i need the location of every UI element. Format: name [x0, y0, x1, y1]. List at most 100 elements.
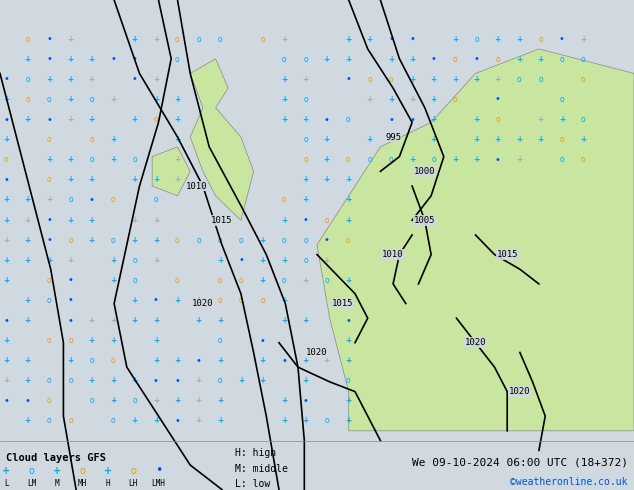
Text: +: + — [25, 55, 31, 64]
Text: o: o — [68, 336, 73, 345]
Text: +: + — [67, 155, 74, 164]
Text: +: + — [302, 376, 309, 385]
Text: o: o — [25, 95, 30, 104]
Text: +: + — [3, 356, 10, 365]
Text: o: o — [217, 296, 223, 305]
Text: 1000: 1000 — [414, 167, 436, 176]
Text: +: + — [281, 296, 287, 305]
Text: o: o — [68, 236, 73, 245]
Text: +: + — [559, 115, 565, 124]
Text: +: + — [131, 316, 138, 325]
Text: o: o — [367, 75, 372, 84]
Text: o: o — [496, 55, 500, 64]
Text: +: + — [3, 196, 10, 204]
Text: •: • — [153, 376, 159, 386]
Text: MH: MH — [78, 479, 87, 488]
Text: •: • — [132, 74, 138, 84]
Text: •: • — [410, 115, 415, 124]
Text: +: + — [260, 356, 266, 365]
Text: •: • — [89, 195, 94, 205]
Text: +: + — [388, 95, 394, 104]
Text: 1005: 1005 — [414, 216, 436, 225]
Text: +: + — [366, 35, 373, 44]
Text: +: + — [430, 75, 437, 84]
Text: o: o — [89, 95, 94, 104]
Text: •: • — [46, 215, 52, 225]
Text: o: o — [133, 256, 137, 265]
Text: +: + — [174, 115, 181, 124]
Text: o: o — [89, 135, 94, 144]
Text: 1010: 1010 — [186, 181, 207, 191]
Text: +: + — [324, 256, 330, 265]
Text: •: • — [430, 54, 437, 64]
Text: o: o — [303, 135, 307, 144]
Text: +: + — [281, 416, 287, 425]
Text: +: + — [67, 55, 74, 64]
Text: o: o — [239, 276, 243, 285]
Text: +: + — [345, 175, 351, 184]
Text: o: o — [47, 416, 51, 425]
Text: +: + — [409, 55, 415, 64]
Text: LH: LH — [129, 479, 138, 488]
Text: •: • — [474, 54, 479, 64]
Text: o: o — [346, 115, 351, 124]
Text: +: + — [89, 376, 95, 385]
Text: o: o — [133, 396, 137, 405]
Text: o: o — [133, 276, 137, 285]
Text: +: + — [516, 35, 522, 44]
Text: o: o — [47, 175, 51, 184]
Text: +: + — [25, 376, 31, 385]
Text: +: + — [174, 155, 181, 164]
Text: +: + — [89, 236, 95, 245]
Text: +: + — [281, 216, 287, 224]
Text: +: + — [110, 336, 116, 345]
Text: +: + — [302, 356, 309, 365]
Text: o: o — [560, 155, 564, 164]
Polygon shape — [317, 49, 634, 431]
Text: o: o — [47, 336, 51, 345]
Text: o: o — [89, 396, 94, 405]
Text: o: o — [346, 376, 351, 385]
Text: •: • — [3, 74, 10, 84]
Text: o: o — [474, 35, 479, 44]
Text: +: + — [3, 95, 10, 104]
Text: •: • — [67, 316, 74, 325]
Text: o: o — [239, 296, 243, 305]
Text: o: o — [453, 95, 457, 104]
Text: o: o — [453, 55, 457, 64]
Text: •: • — [281, 356, 287, 366]
Text: +: + — [409, 155, 415, 164]
Text: o: o — [111, 356, 115, 365]
Text: +: + — [174, 356, 181, 365]
Text: +: + — [25, 115, 31, 124]
Text: +: + — [409, 75, 415, 84]
Text: +: + — [67, 256, 74, 265]
Text: o: o — [133, 155, 137, 164]
Text: o: o — [431, 155, 436, 164]
Text: +: + — [388, 55, 394, 64]
Text: •: • — [238, 255, 244, 265]
Text: +: + — [89, 316, 95, 325]
Text: o: o — [175, 236, 179, 245]
Text: •: • — [110, 54, 116, 64]
Text: +: + — [153, 416, 159, 425]
Text: +: + — [89, 55, 95, 64]
Text: +: + — [260, 256, 266, 265]
Text: +: + — [281, 316, 287, 325]
Text: +: + — [345, 55, 351, 64]
Text: o: o — [217, 336, 223, 345]
Text: o: o — [560, 95, 564, 104]
Text: o: o — [389, 135, 393, 144]
Text: +: + — [153, 356, 159, 365]
Text: +: + — [3, 276, 10, 285]
Text: +: + — [260, 276, 266, 285]
Text: +: + — [153, 336, 159, 345]
Text: o: o — [175, 55, 179, 64]
Text: •: • — [3, 316, 10, 325]
Text: +: + — [580, 35, 586, 44]
Text: •: • — [46, 115, 52, 124]
Text: o: o — [282, 236, 287, 245]
Text: +: + — [53, 466, 61, 476]
Text: o: o — [25, 75, 30, 84]
Text: +: + — [131, 376, 138, 385]
